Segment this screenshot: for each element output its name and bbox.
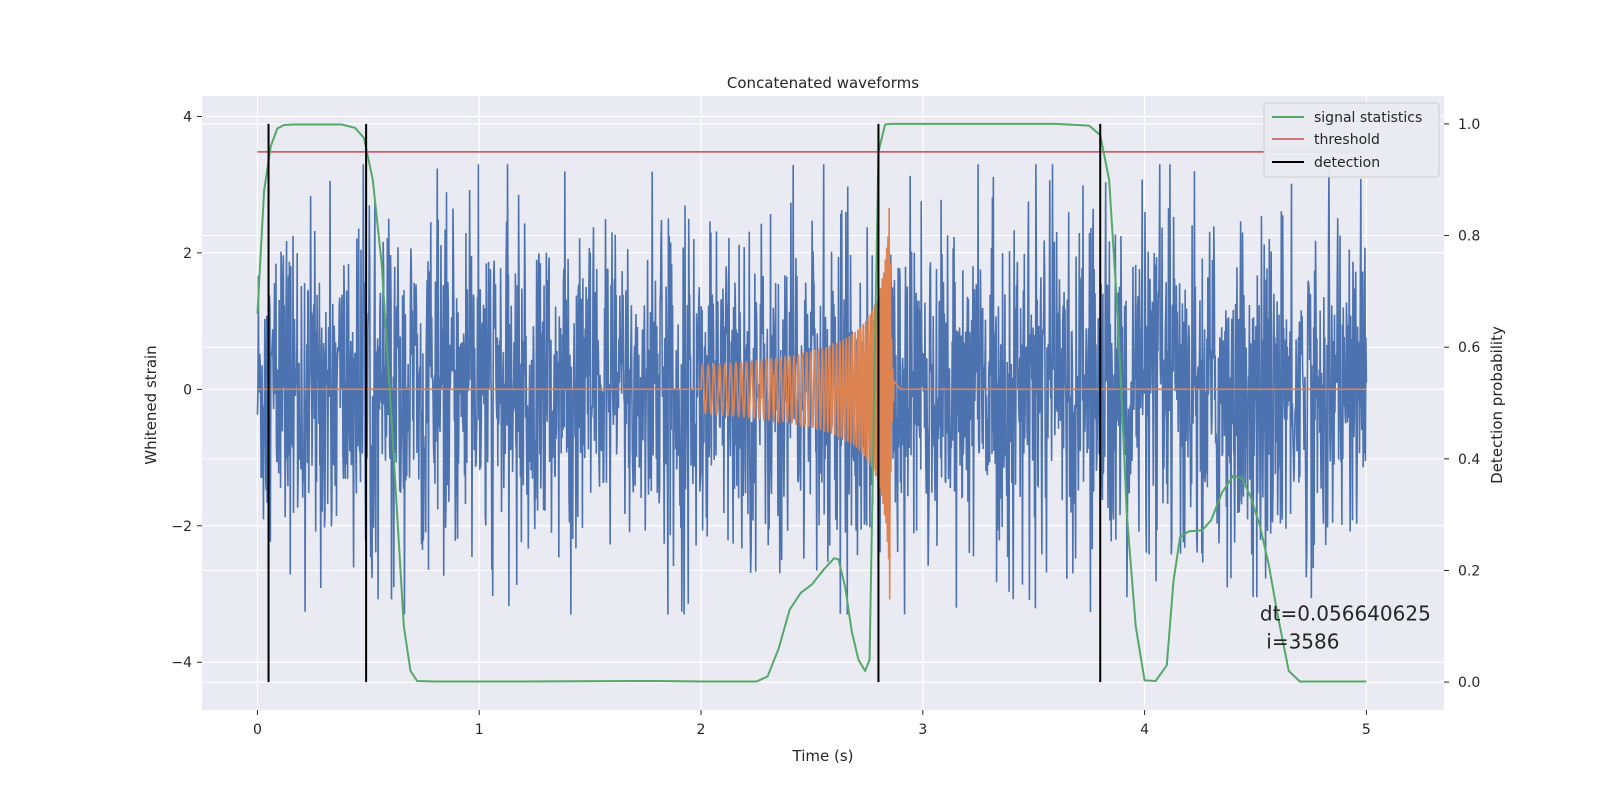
y2-tick-label-2: 0.4	[1458, 452, 1480, 468]
y-tick-label-2: 0	[183, 382, 192, 398]
y2-tick-label-1: 0.2	[1458, 563, 1480, 579]
x-tick-label-4: 4	[1140, 722, 1149, 738]
y2-tick-label-0: 0.0	[1458, 675, 1480, 691]
y-axis-ticks: −4 −2 0 2 4	[171, 109, 202, 671]
x-axis-ticks: 0 1 2 3 4 5	[253, 710, 1371, 738]
y2-axis-ticks: 0.0 0.2 0.4 0.6 0.8 1.0	[1444, 117, 1480, 691]
y2-tick-label-3: 0.6	[1458, 340, 1480, 356]
x-tick-label-3: 3	[918, 722, 927, 738]
annotation-index: i=3586	[1260, 630, 1340, 654]
x-tick-label-2: 2	[697, 722, 706, 738]
y-tick-label-0: −4	[171, 655, 192, 671]
x-tick-label-5: 5	[1362, 722, 1371, 738]
x-tick-label-0: 0	[253, 722, 262, 738]
y-tick-label-3: 2	[183, 246, 192, 262]
y-axis-label: Whitened strain	[142, 345, 160, 464]
y-tick-label-4: 4	[183, 109, 192, 125]
legend: signal statistics threshold detection	[1264, 103, 1439, 177]
legend-label-threshold: threshold	[1314, 132, 1380, 148]
legend-label-signal-statistics: signal statistics	[1314, 110, 1422, 126]
legend-label-detection: detection	[1314, 155, 1380, 171]
y-tick-label-1: −2	[171, 519, 192, 535]
x-tick-label-1: 1	[475, 722, 484, 738]
y2-axis-label: Detection probability	[1488, 326, 1506, 484]
annotation-dt: dt=0.056640625	[1260, 602, 1431, 626]
x-axis-label: Time (s)	[792, 747, 854, 765]
y2-tick-label-4: 0.8	[1458, 229, 1480, 245]
chart-title: Concatenated waveforms	[727, 74, 919, 92]
y2-tick-label-5: 1.0	[1458, 117, 1480, 133]
